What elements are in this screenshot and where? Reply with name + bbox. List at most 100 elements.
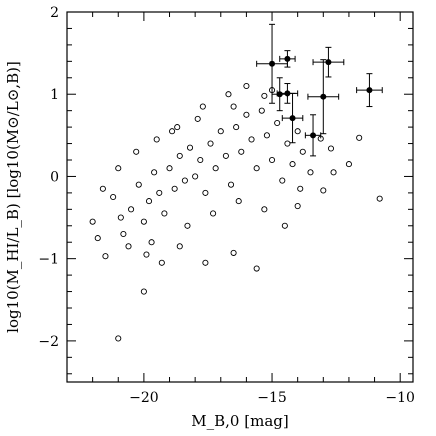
scatter-point [307,169,314,176]
scatter-point [151,169,158,176]
errorbar-point [279,50,296,68]
filled-point [284,55,291,62]
scatter-point [115,335,122,342]
scatter-point [253,165,260,172]
x-tick-label: −20 [129,390,159,406]
scatter-point [184,222,191,229]
filled-point [284,90,291,97]
filled-point [276,91,283,98]
scatter-point [212,165,219,172]
scatter-point [230,103,237,110]
scatter-point [120,230,127,238]
scatter-point [207,140,214,147]
scatter-point [102,253,109,260]
scatter-point [210,210,217,217]
filled-point [310,132,317,139]
scatter-point [294,128,301,135]
scatter-point [376,195,383,202]
x-tick-label: −10 [385,390,415,406]
scatter-point [171,185,178,192]
filled-point [289,115,296,122]
scatter-point [174,124,181,131]
scatter-point [99,185,106,192]
scatter-point [128,206,135,213]
scatter-point [192,173,199,180]
scatter-point [279,177,286,184]
scatter-point [225,91,232,98]
scatter-point [199,103,206,110]
scatter-point [161,210,168,217]
scatter-point [169,128,176,135]
scatter-point [133,148,140,155]
scatter-point [284,140,291,147]
scatter-point [356,134,363,141]
data-points [89,82,383,342]
y-tick-label: 1 [50,87,59,103]
scatter-point [227,181,235,188]
scatter-point [181,177,188,184]
scatter-point [243,82,250,90]
scatter-point [89,218,96,225]
scatter-point [289,161,296,168]
scatter-point [274,119,281,127]
errorbar-point [304,114,322,157]
errorbar-point [356,73,383,108]
scatter-point [140,218,147,225]
scatter-point [330,169,337,176]
scatter-point [261,92,268,99]
y-tick-label: 0 [50,169,59,185]
scatter-point [263,132,270,139]
y-axis-title: log10(M_HI/L_B) [log10(M⊙/L⊙,B)] [4,61,22,333]
scatter-point [94,235,101,242]
scatter-point [117,214,124,221]
scatter-point [158,259,165,266]
scatter-point [299,148,306,155]
scatter-point [345,161,352,168]
scatter-point [115,165,122,172]
plot-frame [66,11,414,383]
errorbar-point [307,59,340,135]
scatter-point [253,265,260,272]
scatter-point [186,144,194,151]
scatter-point [202,189,209,196]
errorbar-point [256,23,288,104]
scatter-point [140,288,147,295]
scatter-point [125,243,132,250]
filled-point [366,87,373,94]
scatter-point [143,251,150,258]
x-tick-label: −15 [257,390,287,406]
y-tick-label: −1 [38,252,59,268]
scatter-point [135,181,142,188]
scatter-point [176,243,183,250]
scatter-point [258,107,265,114]
scatter-point [148,239,155,246]
scatter-point [297,185,304,192]
scatter-point [222,152,229,159]
errorbar-point [281,92,304,144]
scatter-point [294,202,301,210]
scatter-point [166,165,173,172]
scatter-point [110,193,117,201]
filled-point [325,59,332,66]
scatter-point [248,136,255,143]
scatter-point [230,249,237,256]
x-axis-title: M_B,0 [mag] [191,412,288,430]
y-tick-label: −2 [38,334,59,350]
y-tick-label: 2 [50,5,59,21]
errorbar-point [312,46,345,78]
scatter-point [194,115,201,122]
scatter-point [243,111,250,118]
filled-point [269,60,276,67]
scatter-point [233,124,240,131]
scatter-point [281,222,288,229]
scatter-point [268,156,276,164]
scatter-point [153,136,160,143]
scatter-point [261,206,268,213]
scatter-point [176,152,183,159]
scatter-point [327,145,335,152]
scatter-point [235,198,242,205]
scatter-point [320,187,327,194]
scatter-point [202,259,209,266]
